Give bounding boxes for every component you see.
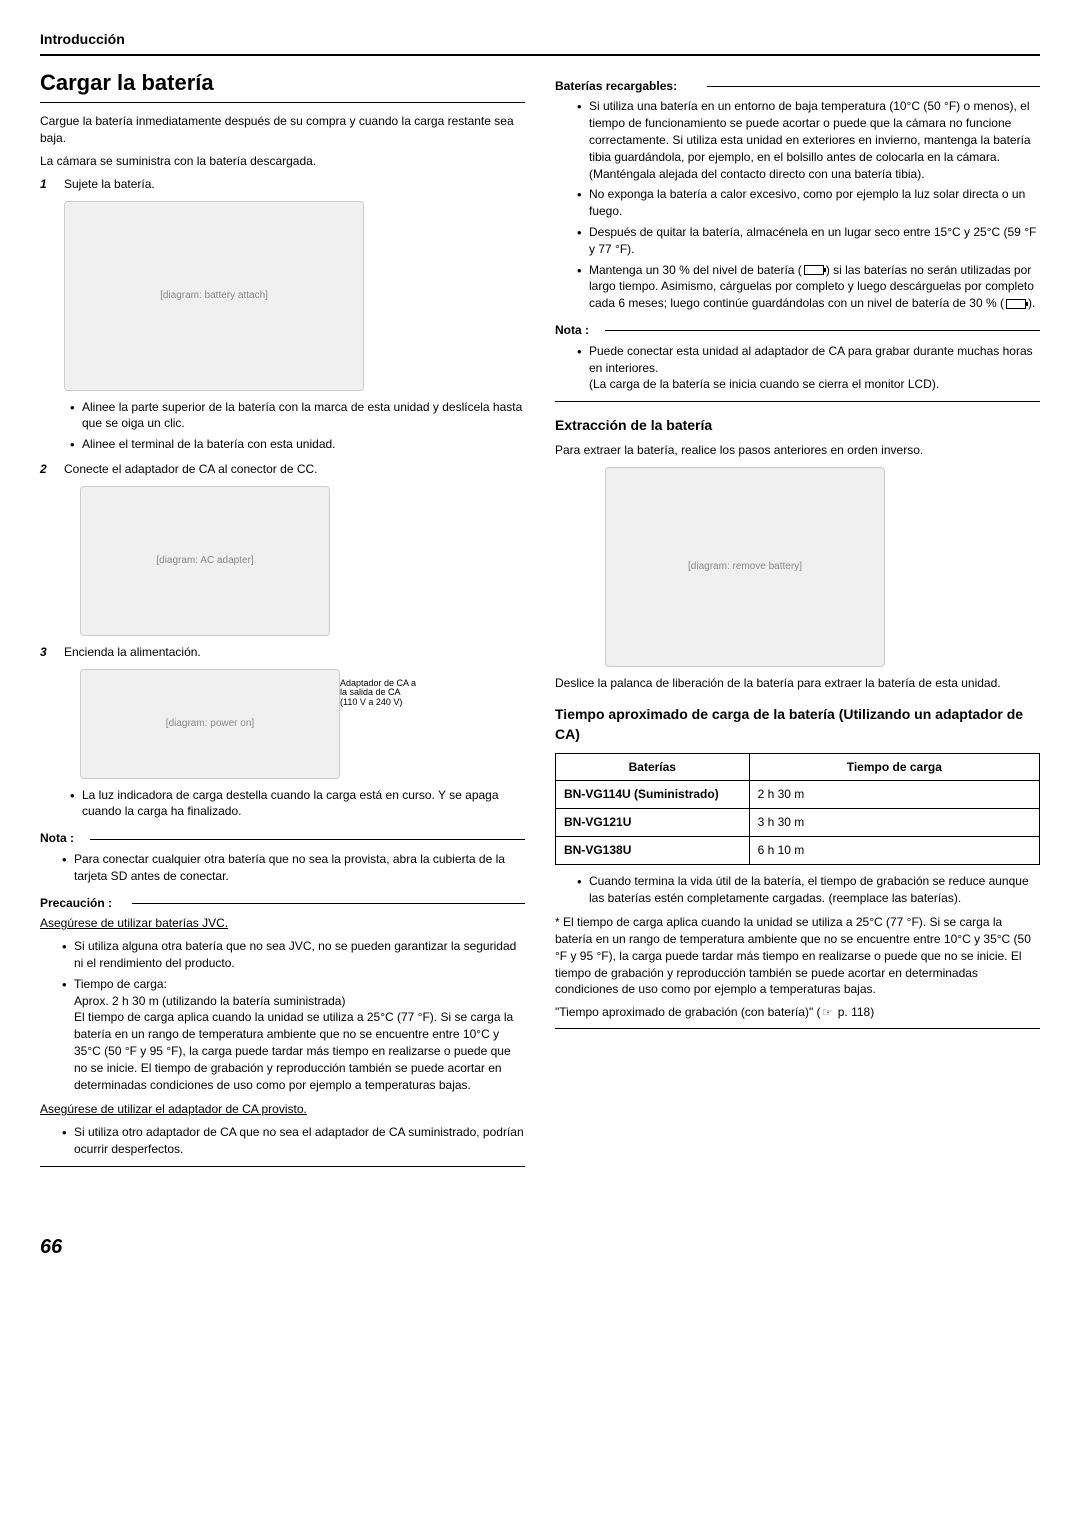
intro-paragraph-2: La cámara se suministra con la batería d…	[40, 153, 525, 170]
figure-battery-attach: [diagram: battery attach]	[64, 201, 364, 391]
table-cell: 2 h 30 m	[749, 781, 1039, 809]
list-item: Tiempo de carga: Aprox. 2 h 30 m (utiliz…	[62, 976, 525, 1094]
ref-page: p. 118)	[834, 1005, 874, 1019]
baterias-heading: Baterías recargables:	[555, 78, 1040, 95]
battery-icon	[804, 265, 824, 275]
step-number: 3	[40, 644, 54, 661]
step-number: 2	[40, 461, 54, 478]
precaution-underline-1: Asegúrese de utilizar baterías JVC.	[40, 915, 525, 932]
table-cell: BN-VG114U (Suministrado)	[556, 781, 750, 809]
table-cell: 6 h 10 m	[749, 836, 1039, 864]
figure-ac-adapter: [diagram: AC adapter]	[80, 486, 330, 636]
intro-paragraph-1: Cargue la batería inmediatamente después…	[40, 113, 525, 147]
asterisk-note: * El tiempo de carga aplica cuando la un…	[555, 914, 1040, 998]
battery-icon	[1006, 299, 1026, 309]
extraction-description: Deslice la palanca de liberación de la b…	[555, 675, 1040, 692]
extraction-title: Extracción de la batería	[555, 416, 1040, 436]
precaution-list-1: Si utiliza alguna otra batería que no se…	[40, 938, 525, 1093]
list-item-extra: (La carga de la batería se inicia cuando…	[589, 377, 939, 391]
content-columns: Cargar la batería Cargue la batería inme…	[40, 68, 1040, 1173]
section-rule	[555, 401, 1040, 402]
step-1-notes: Alinee la parte superior de la batería c…	[40, 399, 525, 453]
charge-time-title: Tiempo aproximado de carga de la batería…	[555, 705, 1040, 744]
list-item: Si utiliza alguna otra batería que no se…	[62, 938, 525, 972]
list-item: Alinee el terminal de la batería con est…	[70, 436, 525, 453]
charge-time-table: Baterías Tiempo de carga BN-VG114U (Sumi…	[555, 753, 1040, 865]
list-item: Si utiliza una batería en un entorno de …	[577, 98, 1040, 182]
list-item: No exponga la batería a calor excesivo, …	[577, 186, 1040, 220]
table-row: BN-VG121U 3 h 30 m	[556, 809, 1040, 837]
list-item: Después de quitar la batería, almacénela…	[577, 224, 1040, 258]
step-text: Encienda la alimentación.	[64, 644, 525, 661]
table-header: Baterías	[556, 753, 750, 781]
left-column: Cargar la batería Cargue la batería inme…	[40, 68, 525, 1173]
table-cell: 3 h 30 m	[749, 809, 1039, 837]
table-cell: BN-VG138U	[556, 836, 750, 864]
list-item-text: Tiempo de carga:	[74, 977, 167, 991]
list-item: Si utiliza otro adaptador de CA que no s…	[62, 1124, 525, 1158]
caption-line: la salida de CA	[340, 687, 401, 697]
nota-list-right: Puede conectar esta unidad al adaptador …	[555, 343, 1040, 393]
step-3-notes: La luz indicadora de carga destella cuan…	[40, 787, 525, 821]
step-text: Conecte el adaptador de CA al conector d…	[64, 461, 525, 478]
step-2: 2 Conecte el adaptador de CA al conector…	[40, 461, 525, 478]
nota-list: Para conectar cualquier otra batería que…	[40, 851, 525, 885]
table-header-row: Baterías Tiempo de carga	[556, 753, 1040, 781]
list-item-extra: Aprox. 2 h 30 m (utilizando la batería s…	[74, 994, 345, 1008]
list-item: Puede conectar esta unidad al adaptador …	[577, 343, 1040, 393]
precaution-list-2: Si utiliza otro adaptador de CA que no s…	[40, 1124, 525, 1158]
table-row: BN-VG138U 6 h 10 m	[556, 836, 1040, 864]
step-text: Sujete la batería.	[64, 176, 525, 193]
figure-battery-remove: [diagram: remove battery]	[605, 467, 885, 667]
list-item: Mantenga un 30 % del nivel de batería ()…	[577, 262, 1040, 312]
table-cell: BN-VG121U	[556, 809, 750, 837]
step-3: 3 Encienda la alimentación.	[40, 644, 525, 661]
nota-heading: Nota :	[555, 322, 1040, 339]
step-number: 1	[40, 176, 54, 193]
ref-text: "Tiempo aproximado de grabación (con bat…	[555, 1005, 821, 1019]
figure-power-on: [diagram: power on]	[80, 669, 340, 779]
text-segment: Mantenga un 30 % del nivel de batería (	[589, 263, 802, 277]
baterias-list: Si utiliza una batería en un entorno de …	[555, 98, 1040, 312]
precaucion-heading: Precaución :	[40, 895, 525, 912]
page-number: 66	[40, 1233, 1040, 1261]
table-header: Tiempo de carga	[749, 753, 1039, 781]
reference-icon: ☞	[823, 1006, 833, 1021]
right-column: Baterías recargables: Si utiliza una bat…	[555, 68, 1040, 1173]
caption-line: (110 V a 240 V)	[340, 697, 402, 707]
nota-heading: Nota :	[40, 830, 525, 847]
page-section-header: Introducción	[40, 30, 1040, 56]
after-table-list: Cuando termina la vida útil de la baterí…	[555, 873, 1040, 907]
list-item-text: Puede conectar esta unidad al adaptador …	[589, 344, 1033, 375]
list-item: Para conectar cualquier otra batería que…	[62, 851, 525, 885]
list-item: Alinee la parte superior de la batería c…	[70, 399, 525, 433]
list-item: La luz indicadora de carga destella cuan…	[70, 787, 525, 821]
cross-reference: "Tiempo aproximado de grabación (con bat…	[555, 1004, 1040, 1021]
text-segment: ).	[1028, 296, 1035, 310]
caption-line: Adaptador de CA a	[340, 678, 416, 688]
section-rule	[555, 1028, 1040, 1029]
step-1: 1 Sujete la batería.	[40, 176, 525, 193]
table-row: BN-VG114U (Suministrado) 2 h 30 m	[556, 781, 1040, 809]
adapter-caption: Adaptador de CA a la salida de CA (110 V…	[340, 679, 416, 709]
section-rule	[40, 1166, 525, 1167]
main-title: Cargar la batería	[40, 68, 525, 104]
list-item-extra: El tiempo de carga aplica cuando la unid…	[74, 1010, 513, 1091]
precaution-underline-2: Asegúrese de utilizar el adaptador de CA…	[40, 1101, 525, 1118]
list-item: Cuando termina la vida útil de la baterí…	[577, 873, 1040, 907]
extraction-text: Para extraer la batería, realice los pas…	[555, 442, 1040, 459]
